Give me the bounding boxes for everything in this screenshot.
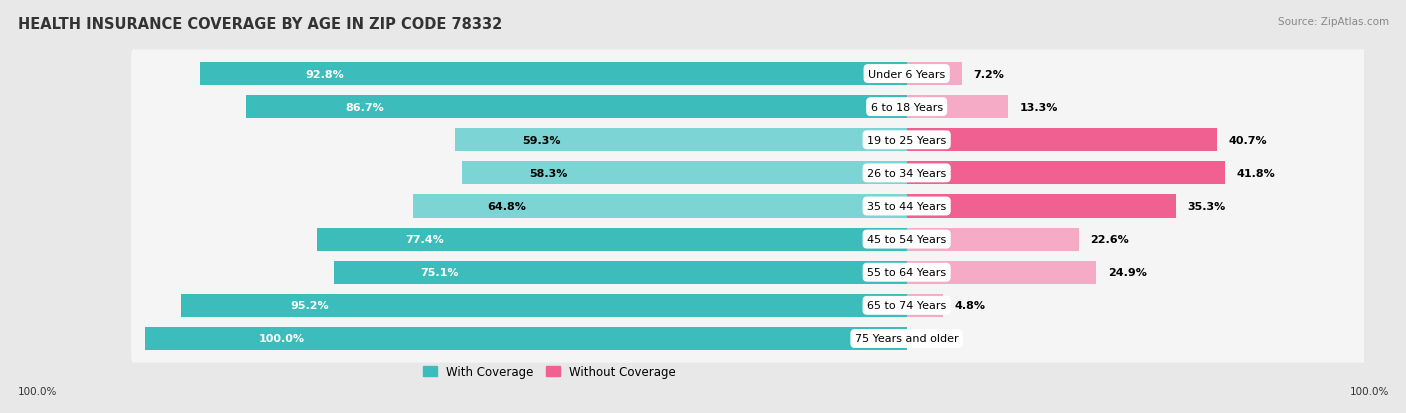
Bar (907, 261, 1097, 284)
Bar (907, 162, 1225, 185)
Text: 35 to 44 Years: 35 to 44 Years (868, 202, 946, 211)
Text: 100.0%: 100.0% (259, 334, 305, 344)
Text: 95.2%: 95.2% (290, 301, 329, 311)
Bar (246, 96, 907, 119)
Text: Under 6 Years: Under 6 Years (868, 69, 945, 79)
Bar (907, 294, 943, 317)
Text: 64.8%: 64.8% (486, 202, 526, 211)
Text: HEALTH INSURANCE COVERAGE BY AGE IN ZIP CODE 78332: HEALTH INSURANCE COVERAGE BY AGE IN ZIP … (18, 17, 502, 31)
Bar (907, 195, 1175, 218)
Legend: With Coverage, Without Coverage: With Coverage, Without Coverage (418, 360, 681, 383)
Text: 55 to 64 Years: 55 to 64 Years (868, 268, 946, 278)
FancyBboxPatch shape (131, 50, 1406, 98)
Bar (181, 294, 907, 317)
Bar (413, 195, 907, 218)
Text: 35.3%: 35.3% (1187, 202, 1225, 211)
Text: 7.2%: 7.2% (973, 69, 1004, 79)
Text: 26 to 34 Years: 26 to 34 Years (868, 169, 946, 178)
FancyBboxPatch shape (131, 183, 1406, 230)
Text: 100.0%: 100.0% (18, 387, 58, 396)
Text: 92.8%: 92.8% (305, 69, 344, 79)
FancyBboxPatch shape (131, 150, 1406, 197)
Bar (200, 63, 907, 86)
Text: 24.9%: 24.9% (1108, 268, 1147, 278)
Bar (463, 162, 907, 185)
FancyBboxPatch shape (131, 315, 1406, 363)
Text: 19 to 25 Years: 19 to 25 Years (868, 135, 946, 145)
FancyBboxPatch shape (131, 216, 1406, 263)
Text: 86.7%: 86.7% (344, 102, 384, 112)
Text: 6 to 18 Years: 6 to 18 Years (870, 102, 942, 112)
Text: 0.0%: 0.0% (918, 334, 949, 344)
FancyBboxPatch shape (131, 83, 1406, 131)
Bar (907, 63, 962, 86)
Bar (316, 228, 907, 251)
Bar (335, 261, 907, 284)
Text: 77.4%: 77.4% (405, 235, 444, 244)
Text: 4.8%: 4.8% (955, 301, 986, 311)
Text: 75 Years and older: 75 Years and older (855, 334, 959, 344)
Text: 59.3%: 59.3% (523, 135, 561, 145)
Text: Source: ZipAtlas.com: Source: ZipAtlas.com (1278, 17, 1389, 26)
Text: 40.7%: 40.7% (1229, 135, 1267, 145)
Bar (145, 327, 907, 350)
Text: 65 to 74 Years: 65 to 74 Years (868, 301, 946, 311)
Text: 22.6%: 22.6% (1090, 235, 1129, 244)
FancyBboxPatch shape (131, 249, 1406, 297)
Text: 13.3%: 13.3% (1019, 102, 1057, 112)
FancyBboxPatch shape (131, 282, 1406, 330)
Bar (907, 129, 1216, 152)
Bar (907, 228, 1078, 251)
Bar (454, 129, 907, 152)
Text: 41.8%: 41.8% (1237, 169, 1275, 178)
Text: 58.3%: 58.3% (529, 169, 568, 178)
Text: 45 to 54 Years: 45 to 54 Years (868, 235, 946, 244)
Text: 75.1%: 75.1% (420, 268, 458, 278)
FancyBboxPatch shape (131, 116, 1406, 164)
Bar (907, 96, 1008, 119)
Text: 100.0%: 100.0% (1350, 387, 1389, 396)
